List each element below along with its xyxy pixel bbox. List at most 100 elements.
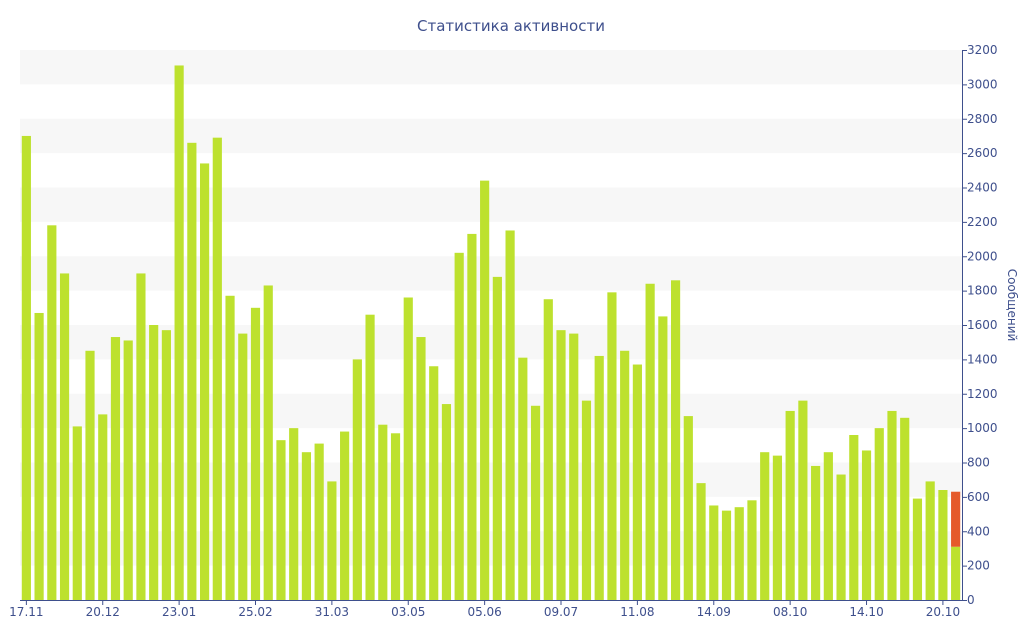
bar[interactable] [569,333,579,600]
bar[interactable] [34,312,44,600]
x-tick-label: 05.06 [467,605,501,619]
bar[interactable] [530,405,541,600]
y-tick-label: 1400 [967,352,998,366]
bar[interactable] [581,400,592,601]
bar[interactable] [938,490,948,600]
y-tick-label: 1800 [967,284,998,298]
bar[interactable] [951,546,961,600]
bar[interactable] [632,364,642,600]
bar[interactable] [823,452,833,600]
bar[interactable] [212,137,222,600]
bar[interactable] [925,481,935,600]
bar[interactable] [98,414,108,601]
bar[interactable] [289,428,299,601]
bar[interactable] [21,135,31,600]
bar[interactable] [174,65,184,601]
x-tick-label: 20.10 [926,605,960,619]
bar[interactable] [161,330,171,600]
bar[interactable] [709,505,719,600]
bar[interactable] [238,333,248,600]
bar[interactable] [836,474,846,600]
bar[interactable] [620,350,630,600]
bar[interactable] [772,455,783,601]
bars [21,65,961,601]
y-tick-label: 3000 [967,77,998,91]
bar[interactable] [480,180,490,601]
bar[interactable] [594,355,604,600]
y-tick-label: 400 [967,524,990,538]
bar[interactable] [798,400,808,601]
bar[interactable] [607,292,617,600]
grid-band [20,531,962,566]
grid-band [20,187,962,222]
bar[interactable] [352,359,362,601]
bar[interactable] [658,316,668,600]
y-tick-label: 1600 [967,318,998,332]
bar[interactable] [314,443,324,600]
bar[interactable] [378,424,388,600]
bar[interactable] [721,510,732,601]
x-tick-label: 08.10 [773,605,807,619]
bar[interactable] [403,297,413,601]
bar[interactable] [543,299,553,600]
bar[interactable] [747,500,757,600]
bar[interactable] [441,404,452,600]
bar[interactable] [811,465,821,600]
bar[interactable] [72,426,82,600]
bar[interactable] [785,410,795,600]
bar[interactable] [225,295,235,600]
bar[interactable] [365,314,375,600]
bar[interactable] [912,498,923,600]
bar[interactable] [59,273,70,600]
bar[interactable] [849,435,859,600]
y-tick-label: 1000 [967,421,998,435]
y-axis-label: Сообщений [1005,269,1019,342]
y-tick-label: 2400 [967,181,998,195]
bar[interactable] [149,325,159,600]
bar[interactable] [47,225,57,600]
bar[interactable] [900,417,910,600]
bar-highlight-segment[interactable] [951,491,961,547]
bar[interactable] [85,350,95,600]
bar[interactable] [734,507,744,600]
bar[interactable] [123,340,133,600]
x-tick-label: 23.01 [162,605,196,619]
bar[interactable] [492,276,502,601]
bar[interactable] [390,433,401,600]
bar[interactable] [671,280,681,600]
bar[interactable] [760,452,770,600]
bar[interactable] [250,307,261,600]
bar[interactable] [696,483,706,601]
y-tick-label: 800 [967,456,990,470]
bar[interactable] [556,330,566,600]
bar[interactable] [429,366,439,600]
bar[interactable] [136,273,146,600]
bar[interactable] [861,450,872,600]
y-tick-label: 2800 [967,112,998,126]
grid-band [20,325,962,360]
bar[interactable] [505,230,515,600]
bar[interactable] [340,431,350,600]
x-tick-label: 11.08 [620,605,654,619]
bar[interactable] [416,337,426,600]
bar[interactable] [683,416,693,600]
bar[interactable] [467,233,477,600]
bar[interactable] [518,357,528,600]
y-axis-ticks: 0 200 400 600 800 1000 1200 1400 1600 1800 2000 220… [962,43,998,607]
bar[interactable] [454,252,464,600]
bar[interactable] [874,428,884,601]
x-tick-label: 31.03 [315,605,349,619]
grid-band [20,50,962,85]
bar[interactable] [276,440,286,600]
bar[interactable] [301,452,312,600]
bar[interactable] [200,163,210,600]
bar[interactable] [263,285,273,600]
bar[interactable] [110,337,121,600]
bar[interactable] [887,410,897,600]
bar[interactable] [187,142,197,600]
y-tick-label: 2200 [967,215,998,229]
bar[interactable] [327,481,337,600]
x-tick-label: 14.09 [697,605,731,619]
bar[interactable] [645,283,655,600]
